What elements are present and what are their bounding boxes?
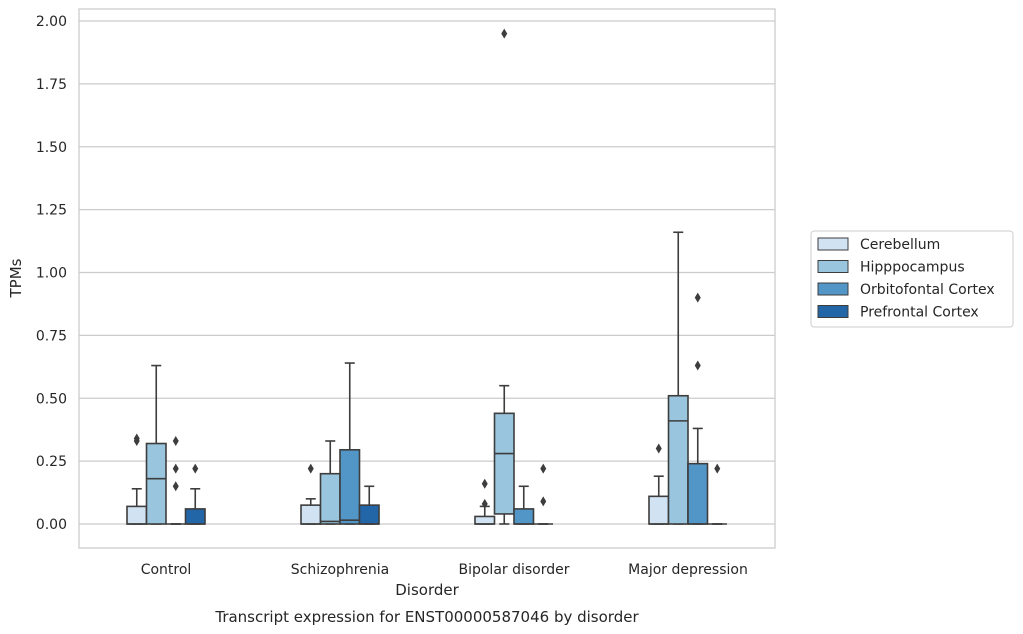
y-tick-label: 1.50 [36, 140, 67, 156]
box-body [126, 505, 148, 525]
x-tick-label: Bipolar disorder [458, 562, 569, 578]
x-tick-labels: Control Schizophrenia Bipolar disorder Majo… [141, 562, 748, 578]
box-body [319, 472, 341, 525]
x-axis-title: Disorder [395, 581, 459, 599]
outlier-point [481, 498, 488, 509]
box-cerebellum [474, 478, 496, 525]
y-tick-labels: 0.00 0.25 0.50 0.75 1.00 1.25 1.50 1.75 2.00 [36, 14, 67, 533]
box-body [474, 515, 496, 525]
outlier-point [172, 436, 179, 447]
box-body [145, 442, 167, 525]
box-hipppocampus [319, 440, 341, 525]
box-cerebellum [126, 433, 148, 525]
legend-label: Orbitofontal Cortex [860, 282, 995, 298]
legend-label: Hipppocampus [860, 260, 965, 276]
outlier-point [307, 463, 314, 474]
plot-area-frame [78, 8, 776, 549]
box-hipppocampus [667, 231, 689, 525]
outlier-point [714, 463, 721, 474]
legend-swatch [817, 282, 849, 296]
y-tick-label: 1.75 [36, 77, 67, 93]
legend-swatch [817, 260, 849, 273]
boxes [126, 28, 727, 525]
y-tick-label: 0.50 [36, 391, 67, 407]
outlier-point [540, 463, 547, 474]
outlier-point [133, 433, 140, 444]
box-body [300, 504, 322, 525]
box-body [687, 462, 709, 525]
gridlines [79, 20, 775, 525]
box-body [184, 508, 206, 525]
chart-caption: Transcript expression for ENST0000058704… [214, 608, 639, 626]
outlier-point [172, 463, 179, 474]
box-hipppocampus [145, 364, 167, 525]
box-cerebellum [648, 443, 670, 525]
box-orbitofontal-cortex [339, 362, 361, 525]
x-tick-label: Major depression [628, 562, 748, 578]
box-prefrontal-cortex [358, 485, 380, 525]
box-body [493, 412, 515, 515]
box-orbitofontal-cortex [687, 292, 709, 525]
box-body [513, 508, 535, 525]
box-body [667, 394, 689, 525]
legend: Cerebellum Hipppocampus Orbitofontal Corte… [810, 230, 1014, 328]
y-tick-label: 0.25 [36, 454, 67, 470]
box-prefrontal-cortex [707, 463, 727, 525]
outlier-point [172, 481, 179, 492]
outlier-point [694, 292, 701, 303]
y-tick-label: 0.75 [36, 328, 67, 344]
y-tick-label: 0.00 [36, 517, 67, 533]
legend-label: Cerebellum [860, 237, 940, 253]
box-body [339, 449, 361, 525]
box-prefrontal-cortex [533, 463, 553, 525]
y-tick-label: 1.25 [36, 203, 67, 219]
outlier-point [481, 478, 488, 489]
box-prefrontal-cortex [184, 463, 206, 525]
outlier-point [655, 443, 662, 454]
box-hipppocampus [493, 28, 515, 525]
x-tick-label: Control [141, 562, 192, 578]
box-cerebellum [300, 463, 322, 525]
outlier-point [192, 463, 199, 474]
legend-label: Prefrontal Cortex [860, 305, 979, 321]
box-orbitofontal-cortex [166, 436, 186, 525]
legend-swatch [817, 237, 849, 251]
x-tick-label: Schizophrenia [291, 562, 389, 578]
y-axis-title: TPMs [7, 258, 25, 298]
box-body [358, 504, 380, 525]
y-tick-label: 2.00 [36, 14, 67, 30]
outlier-point [501, 28, 508, 39]
outlier-point [540, 496, 547, 507]
box-body [648, 495, 670, 525]
outlier-point [694, 360, 701, 371]
legend-frame [810, 230, 1014, 328]
y-tick-label: 1.00 [36, 266, 67, 282]
legend-swatch [817, 305, 849, 318]
box-orbitofontal-cortex [513, 485, 535, 525]
